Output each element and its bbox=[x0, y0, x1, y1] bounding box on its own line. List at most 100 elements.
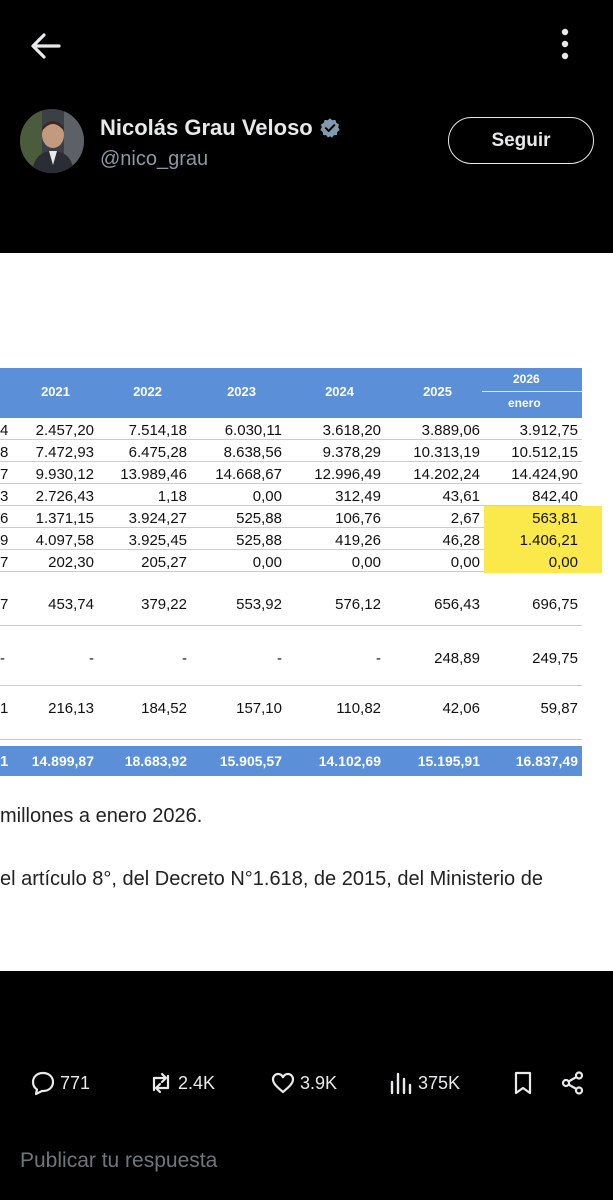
table-cell: 8.638,56 bbox=[223, 444, 282, 461]
reply-button[interactable]: 771 bbox=[30, 1070, 90, 1096]
table-row: 7 9.930,12 13.989,46 14.668,67 12.996,49 14.2… bbox=[0, 462, 582, 484]
views-button[interactable]: 375K bbox=[388, 1070, 460, 1096]
table-cell: 3.889,06 bbox=[421, 422, 480, 439]
table-cell: 7 bbox=[0, 554, 9, 571]
table-cell: - bbox=[0, 650, 5, 667]
table-cell: - bbox=[89, 650, 94, 667]
image-caption-line-1: millones a enero 2026. bbox=[0, 805, 203, 827]
table-cell: 453,74 bbox=[48, 596, 94, 613]
header-divider bbox=[482, 391, 582, 392]
table-cell: 2,67 bbox=[450, 510, 480, 527]
header-year-2022: 2022 bbox=[133, 384, 162, 399]
heart-icon bbox=[271, 1072, 295, 1094]
table-cell: 110,82 bbox=[336, 700, 381, 717]
table-cell: 419,26 bbox=[335, 532, 381, 549]
table-cell: 14.899,87 bbox=[31, 753, 94, 769]
follow-button[interactable]: Seguir bbox=[448, 117, 594, 164]
table-cell: 205,27 bbox=[141, 554, 187, 571]
table-cell: 14.102,69 bbox=[318, 753, 381, 769]
table-cell: 16.837,49 bbox=[515, 753, 578, 769]
table-cell: 1 bbox=[0, 700, 9, 717]
reply-input[interactable] bbox=[20, 1148, 580, 1174]
table-cell: 13.989,46 bbox=[120, 466, 187, 483]
highlight-cell bbox=[484, 550, 602, 573]
table-cell: 42,06 bbox=[442, 700, 480, 717]
table-row: 9 4.097,58 3.925,45 525,88 419,26 46,28 1.406,… bbox=[0, 528, 602, 551]
highlight-cell bbox=[484, 528, 602, 551]
table-row: 3 2.726,43 1,18 0,00 312,49 43,61 842,40 bbox=[0, 484, 582, 506]
repost-button[interactable]: 2.4K bbox=[148, 1070, 215, 1096]
table-cell: 4 bbox=[0, 422, 9, 439]
table-row: 1 216,13 184,52 157,10 110,82 42,06 59,87 bbox=[0, 686, 582, 740]
share-icon bbox=[561, 1071, 584, 1095]
table-cell: 9 bbox=[0, 532, 9, 549]
image-caption-line-2: el artículo 8°, del Decreto N°1.618, de … bbox=[0, 868, 543, 890]
table-cell: 576,12 bbox=[335, 596, 381, 613]
table-cell: 8 bbox=[0, 444, 9, 461]
bookmark-button[interactable] bbox=[510, 1070, 540, 1096]
table-cell: 7.514,18 bbox=[128, 422, 187, 439]
table-cell: 157,10 bbox=[236, 700, 282, 717]
table-cell: 2.726,43 bbox=[35, 488, 94, 505]
table-cell: 1.371,15 bbox=[35, 510, 94, 527]
verified-badge-icon bbox=[320, 118, 340, 138]
header-year-2023: 2023 bbox=[227, 384, 256, 399]
views-count: 375K bbox=[418, 1072, 461, 1093]
table-cell: 14.668,67 bbox=[215, 466, 282, 483]
table-row: 4 2.457,20 7.514,18 6.030,11 3.618,20 3.889,0… bbox=[0, 418, 582, 440]
table-cell: 1.406,21 bbox=[519, 532, 578, 549]
reply-composer bbox=[0, 1140, 613, 1200]
table-cell: 3.925,45 bbox=[128, 532, 187, 549]
avatar-image bbox=[20, 109, 84, 173]
reply-count: 771 bbox=[60, 1072, 91, 1093]
table-row: 6 1.371,15 3.924,27 525,88 106,76 2,67 563,81 bbox=[0, 506, 602, 529]
like-button[interactable]: 3.9K bbox=[270, 1070, 337, 1096]
table-cell: 6.030,11 bbox=[224, 422, 282, 439]
tweet-image[interactable]: 2021 2022 2023 2024 2025 2026 enero 4 2.4… bbox=[0, 253, 613, 971]
table-row: 7 202,30 205,27 0,00 0,00 0,00 0,00 bbox=[0, 550, 602, 573]
tweet-author: Nicolás Grau Veloso @nico_grau bbox=[0, 100, 613, 190]
table-cell: 184,52 bbox=[141, 700, 187, 717]
table-cell: 106,76 bbox=[335, 510, 381, 527]
table-row: 8 7.472,93 6.475,28 8.638,56 9.378,29 10.313,… bbox=[0, 440, 582, 462]
header-year-2025: 2025 bbox=[423, 384, 452, 399]
table-cell: 15.195,91 bbox=[417, 753, 480, 769]
table-cell: 9.378,29 bbox=[322, 444, 381, 461]
table-cell: 525,88 bbox=[236, 532, 282, 549]
table-cell: 0,00 bbox=[252, 554, 282, 571]
table-cell: 1,18 bbox=[157, 488, 187, 505]
table-cell: 43,61 bbox=[442, 488, 480, 505]
table-cell: 379,22 bbox=[141, 596, 187, 613]
table-cell: 842,40 bbox=[532, 488, 578, 505]
table-cell: 14.202,24 bbox=[413, 466, 480, 483]
back-button[interactable] bbox=[28, 28, 64, 64]
comment-icon bbox=[31, 1071, 55, 1096]
table-cell: 6.475,28 bbox=[128, 444, 187, 461]
like-count: 3.9K bbox=[300, 1072, 338, 1093]
table-cell: 696,75 bbox=[532, 596, 578, 613]
table-total-row: 1 14.899,87 18.683,92 15.905,57 14.102,6… bbox=[0, 746, 582, 776]
table-cell: 312,49 bbox=[335, 488, 381, 505]
share-button[interactable] bbox=[560, 1070, 590, 1096]
table-cell: 10.313,19 bbox=[413, 444, 480, 461]
table-cell: 4.097,58 bbox=[35, 532, 94, 549]
table-cell: 46,28 bbox=[442, 532, 480, 549]
avatar[interactable] bbox=[20, 109, 84, 173]
table-cell: 9.930,12 bbox=[35, 466, 94, 483]
table-row: 7 453,74 379,22 553,92 576,12 656,43 696,75 bbox=[0, 572, 582, 626]
table-cell: 0,00 bbox=[450, 554, 480, 571]
table-cell: 3.618,20 bbox=[322, 422, 381, 439]
table-cell: 18.683,92 bbox=[124, 753, 187, 769]
top-bar bbox=[0, 0, 613, 90]
table-cell: 216,13 bbox=[48, 700, 94, 717]
highlight-cell bbox=[484, 506, 602, 529]
table-cell: - bbox=[182, 650, 187, 667]
author-name[interactable]: Nicolás Grau Veloso bbox=[100, 115, 313, 140]
tweet-actions: 771 2.4K 3.9K 375K bbox=[0, 1062, 613, 1106]
more-options-button[interactable] bbox=[552, 26, 578, 64]
author-handle[interactable]: @nico_grau bbox=[100, 148, 209, 170]
data-table: 2021 2022 2023 2024 2025 2026 enero 4 2.4… bbox=[0, 368, 602, 776]
table-cell: 202,30 bbox=[48, 554, 94, 571]
table-cell: 0,00 bbox=[548, 554, 578, 571]
table-cell: 3.912,75 bbox=[519, 422, 578, 439]
